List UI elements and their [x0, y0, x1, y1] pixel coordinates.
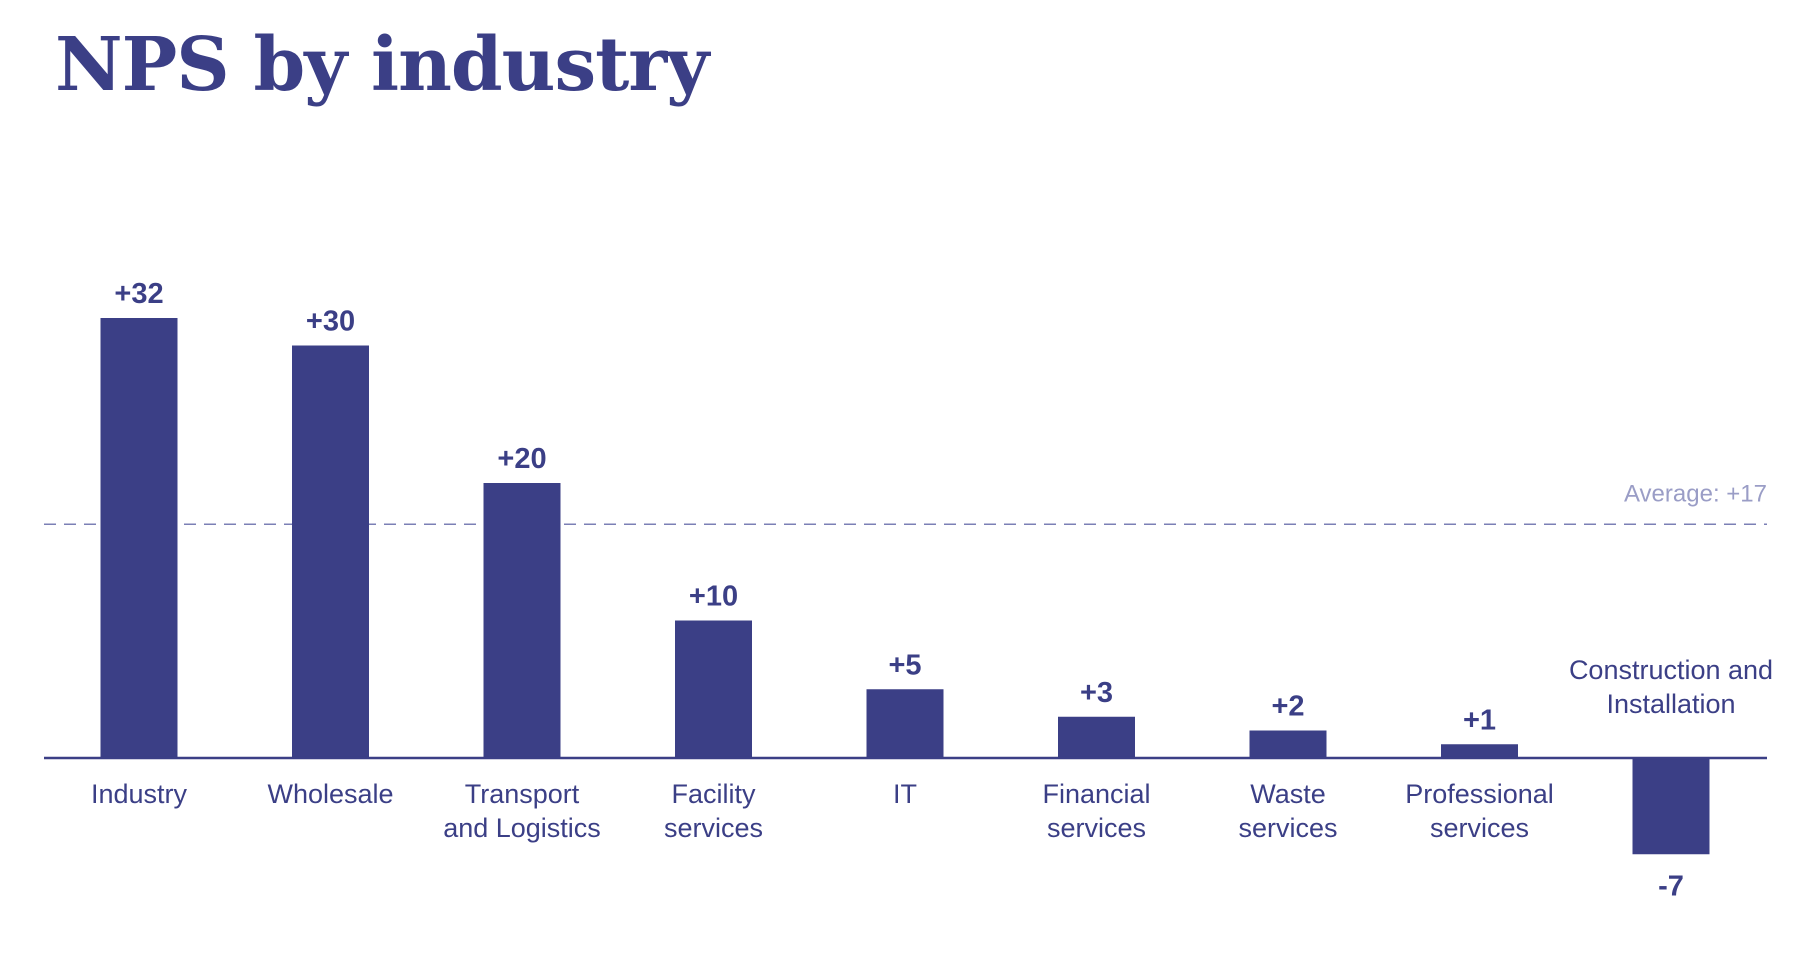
bar[interactable] [1632, 758, 1710, 855]
category-label: Professional services [1405, 779, 1554, 843]
bar[interactable] [866, 689, 944, 758]
category-label: IT [893, 779, 917, 809]
value-label: +3 [1080, 677, 1113, 709]
bar[interactable] [100, 318, 178, 758]
value-label: +2 [1271, 691, 1304, 723]
bar[interactable] [1058, 716, 1135, 758]
bar[interactable] [483, 483, 561, 758]
value-label: +10 [689, 581, 738, 613]
category-label: Construction and Installation [1569, 655, 1773, 719]
value-label: +20 [497, 443, 546, 475]
chart-title: NPS by industry [55, 22, 709, 108]
bar[interactable] [1249, 730, 1327, 759]
category-label: Wholesale [267, 779, 393, 809]
value-label: +5 [888, 649, 921, 681]
value-label: +30 [306, 306, 355, 338]
value-label: +32 [114, 278, 163, 310]
category-label: Financial services [1042, 779, 1150, 843]
category-label: Transport and Logistics [443, 779, 601, 843]
average-label: Average: +17 [1624, 480, 1767, 507]
bar[interactable] [1441, 744, 1518, 758]
bar[interactable] [292, 345, 369, 759]
bar[interactable] [675, 620, 752, 759]
value-label: -7 [1658, 870, 1684, 902]
category-label: Industry [91, 779, 188, 809]
category-label: Waste services [1238, 779, 1337, 843]
value-label: +1 [1463, 704, 1496, 736]
category-label: Facility services [664, 779, 763, 843]
